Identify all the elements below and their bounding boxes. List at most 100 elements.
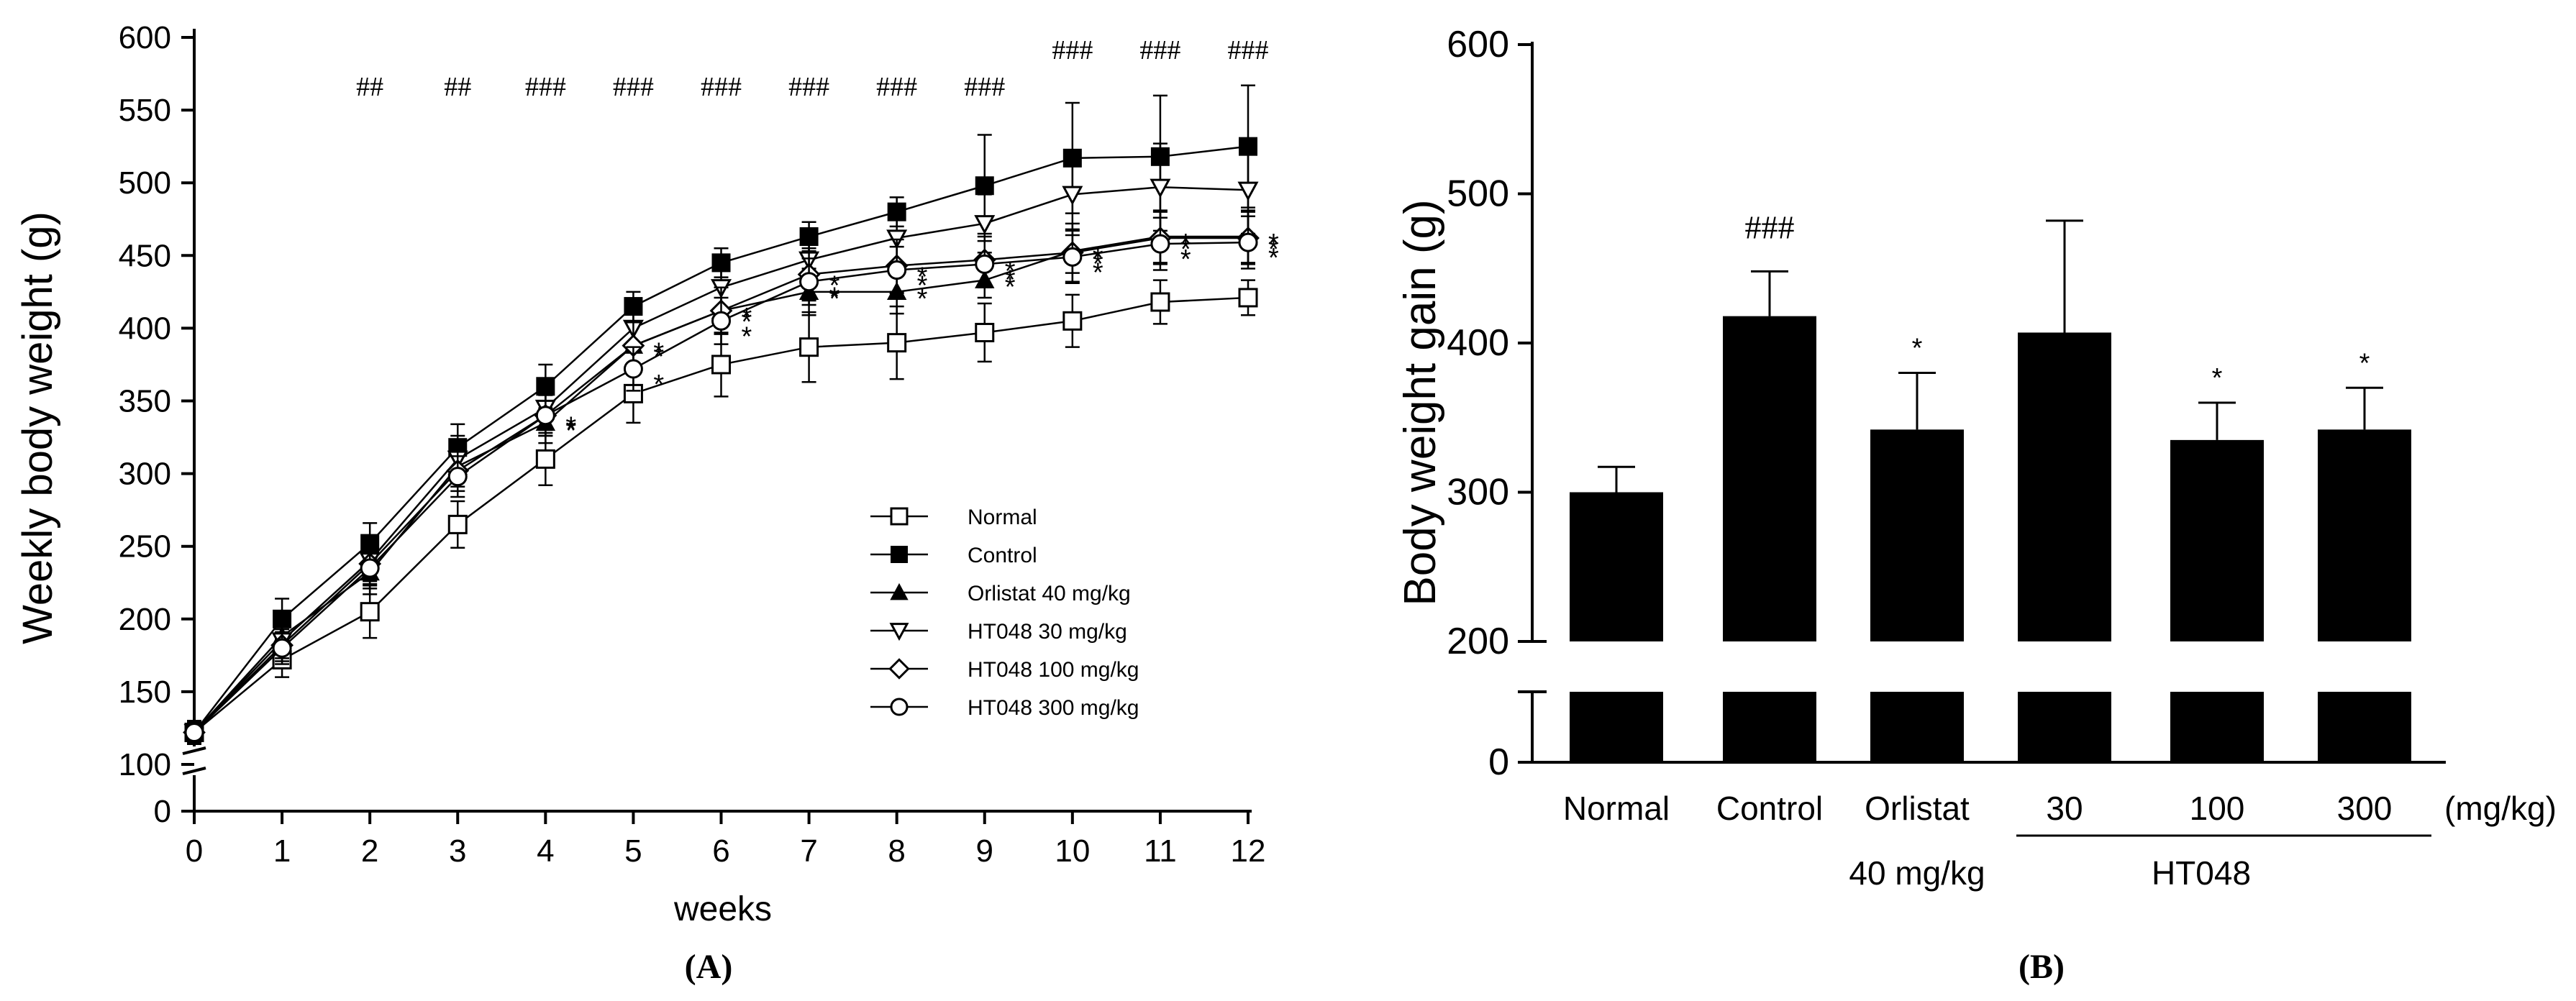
panel-a-significance-star: * xyxy=(1093,257,1103,288)
panel-b-bar-chart: 0 200 300 400 500 600 ### * * * Normal Control Orl… xyxy=(1396,24,2557,986)
panel-a-point-ht048-300-mg-kg xyxy=(184,723,204,743)
panel-a-y-ticks: 0 100 150 200 250 300 350 400 450 500 550 600 xyxy=(119,20,194,829)
panel-a-point-ht048-30-mg-kg xyxy=(1150,178,1171,198)
panel-a-significance-star: * xyxy=(565,416,576,447)
panel-a-x-tick-label: 7 xyxy=(800,833,817,869)
panel-a-significance-hash: ### xyxy=(613,72,654,102)
panel-a-legend-label: HT048 300 mg/kg xyxy=(968,696,1139,720)
panel-a-significance-star: * xyxy=(829,271,840,301)
panel-a-significance-star: * xyxy=(565,412,576,442)
panel-b-bar-orlistat xyxy=(1870,429,1964,641)
panel-a-legend-label: Orlistat 40 mg/kg xyxy=(968,582,1131,605)
panel-a-axes xyxy=(182,29,1252,813)
panel-b-bar-group-30 xyxy=(2018,219,2111,762)
panel-a-significance-star: * xyxy=(1268,229,1279,259)
panel-a-significance-star: * xyxy=(917,271,928,301)
panel-a-x-tick-label: 10 xyxy=(1055,833,1090,869)
panel-b-x-label-100: 100 xyxy=(2190,790,2245,827)
panel-a-point-normal xyxy=(1150,292,1170,312)
panel-b-x-sublabel: 40 mg/kg xyxy=(1849,854,1985,892)
panel-a-y-tick-label: 600 xyxy=(119,20,171,55)
panel-a-point-ht048-300-mg-kg xyxy=(1062,247,1083,267)
panel-a-point-normal xyxy=(1238,288,1258,308)
panel-b-unit-label: (mg/kg) xyxy=(2444,790,2557,827)
panel-a-x-tick-label: 4 xyxy=(537,833,554,869)
panel-b-x-labels: Normal Control Orlistat 40 mg/kg 30 100 300 xyxy=(1563,790,2393,892)
panel-a-point-ht048-300-mg-kg xyxy=(1238,232,1258,252)
panel-a-significance-hash: ### xyxy=(788,72,829,102)
panel-a-significance-star: * xyxy=(1005,265,1016,295)
panel-a-significance-star: * xyxy=(653,342,664,372)
panel-a-point-ht048-300-mg-kg xyxy=(1150,234,1170,254)
panel-a-point-control xyxy=(975,176,994,196)
panel-a-significance-star: * xyxy=(1093,249,1103,279)
panel-b-bar-group-100: * xyxy=(2170,363,2264,762)
panel-a-point-normal xyxy=(447,514,468,534)
panel-a-series-group xyxy=(183,84,1260,745)
panel-a-legend-label: HT048 100 mg/kg xyxy=(968,658,1139,682)
panel-b-significance-marker: * xyxy=(1912,334,1923,364)
panel-a-point-normal xyxy=(887,333,907,353)
panel-b-y-tick-label: 400 xyxy=(1447,322,1509,364)
panel-a-y-tick-label: 100 xyxy=(119,747,171,782)
panel-a-legend-marker xyxy=(890,582,909,600)
panel-a-x-tick-label: 9 xyxy=(976,833,993,869)
panel-a-significance-star: * xyxy=(1005,256,1016,286)
panel-a-x-tick-label: 6 xyxy=(712,833,729,869)
panel-b-x-label-control: Control xyxy=(1716,790,1823,827)
panel-a-point-ht048-300-mg-kg xyxy=(711,311,731,331)
panel-b-label: (B) xyxy=(2019,948,2065,986)
panel-a-x-axis-title: weeks xyxy=(673,890,772,928)
panel-a-axis-break-mark-bottom xyxy=(182,767,206,775)
panel-a-point-ht048-30-mg-kg xyxy=(974,215,996,234)
panel-a-annotations: ## ## ### ### ### ### ### ###### ### ###*********… xyxy=(356,35,1279,447)
panel-a-point-normal xyxy=(360,602,380,622)
panel-b-bar-300 xyxy=(2318,429,2411,641)
panel-a-point-ht048-300-mg-kg xyxy=(799,272,819,292)
panel-b-bar-normal xyxy=(1570,492,1663,641)
panel-a-y-axis-title: Weekly body weight (g) xyxy=(14,211,61,644)
panel-b-bar-base-30 xyxy=(2018,692,2111,762)
panel-a-point-normal xyxy=(799,337,819,357)
panel-b-bar-30 xyxy=(2018,332,2111,641)
panel-a-legend-item-ht048-100-mg-kg: HT048 100 mg/kg xyxy=(870,658,1139,682)
panel-a-x-tick-label: 3 xyxy=(449,833,466,869)
panel-a-significance-hash: ### xyxy=(701,72,742,102)
panel-a-significance-star: * xyxy=(1180,234,1191,265)
panel-a-axis-break-mark-top xyxy=(182,746,206,755)
panel-a-point-ht048-300-mg-kg xyxy=(887,260,907,280)
panel-a-significance-star: * xyxy=(1005,273,1016,303)
panel-a-legend-item-control: Control xyxy=(870,544,1037,567)
panel-a-x-ticks: 0 1 2 3 4 5 6 7 8 9 10 11 12 xyxy=(186,811,1265,869)
panel-b-y-axis-title: Body weight gain (g) xyxy=(1396,199,1445,605)
panel-a-legend-item-normal: Normal xyxy=(870,506,1037,529)
panel-b-x-label-normal: Normal xyxy=(1563,790,1670,827)
panel-a-legend-item-ht048-30-mg-kg: HT048 30 mg/kg xyxy=(870,620,1127,644)
panel-b-bar-base-100 xyxy=(2170,692,2264,762)
panel-a-significance-star: * xyxy=(565,415,576,445)
panel-a-point-ht048-30-mg-kg xyxy=(1237,181,1259,201)
panel-a-point-ht048-300-mg-kg xyxy=(447,467,468,487)
panel-a-point-ht048-300-mg-kg xyxy=(272,638,292,658)
panel-a-x-tick-label: 2 xyxy=(361,833,378,869)
panel-a-significance-hash: ### xyxy=(1228,35,1269,65)
panel-a-point-ht048-300-mg-kg xyxy=(975,254,995,274)
panel-a-legend-item-orlistat-40-mg-kg: Orlistat 40 mg/kg xyxy=(870,582,1131,605)
panel-b-y-ticks: 0 200 300 400 500 600 xyxy=(1447,24,1532,783)
panel-b-y-tick-label: 300 xyxy=(1447,472,1509,513)
panel-a-legend-marker xyxy=(890,698,909,716)
panel-a-point-ht048-300-mg-kg xyxy=(623,359,643,379)
panel-a-significance-hash: ## xyxy=(356,72,383,102)
panel-b-y-tick-label: 200 xyxy=(1447,621,1509,662)
panel-b-bar-control xyxy=(1723,316,1816,641)
panel-b-significance-marker: * xyxy=(2359,348,2370,378)
panel-a-y-tick-label: 500 xyxy=(119,165,171,201)
panel-a-point-ht048-30-mg-kg xyxy=(1062,186,1083,206)
panel-a-y-tick-label: 0 xyxy=(154,794,171,829)
panel-b-x-label-orlistat: Orlistat xyxy=(1865,790,1970,827)
panel-b-x-label-300: 300 xyxy=(2337,790,2393,827)
panel-a-legend-marker xyxy=(888,658,910,680)
panel-a-significance-hash: ### xyxy=(876,72,917,102)
